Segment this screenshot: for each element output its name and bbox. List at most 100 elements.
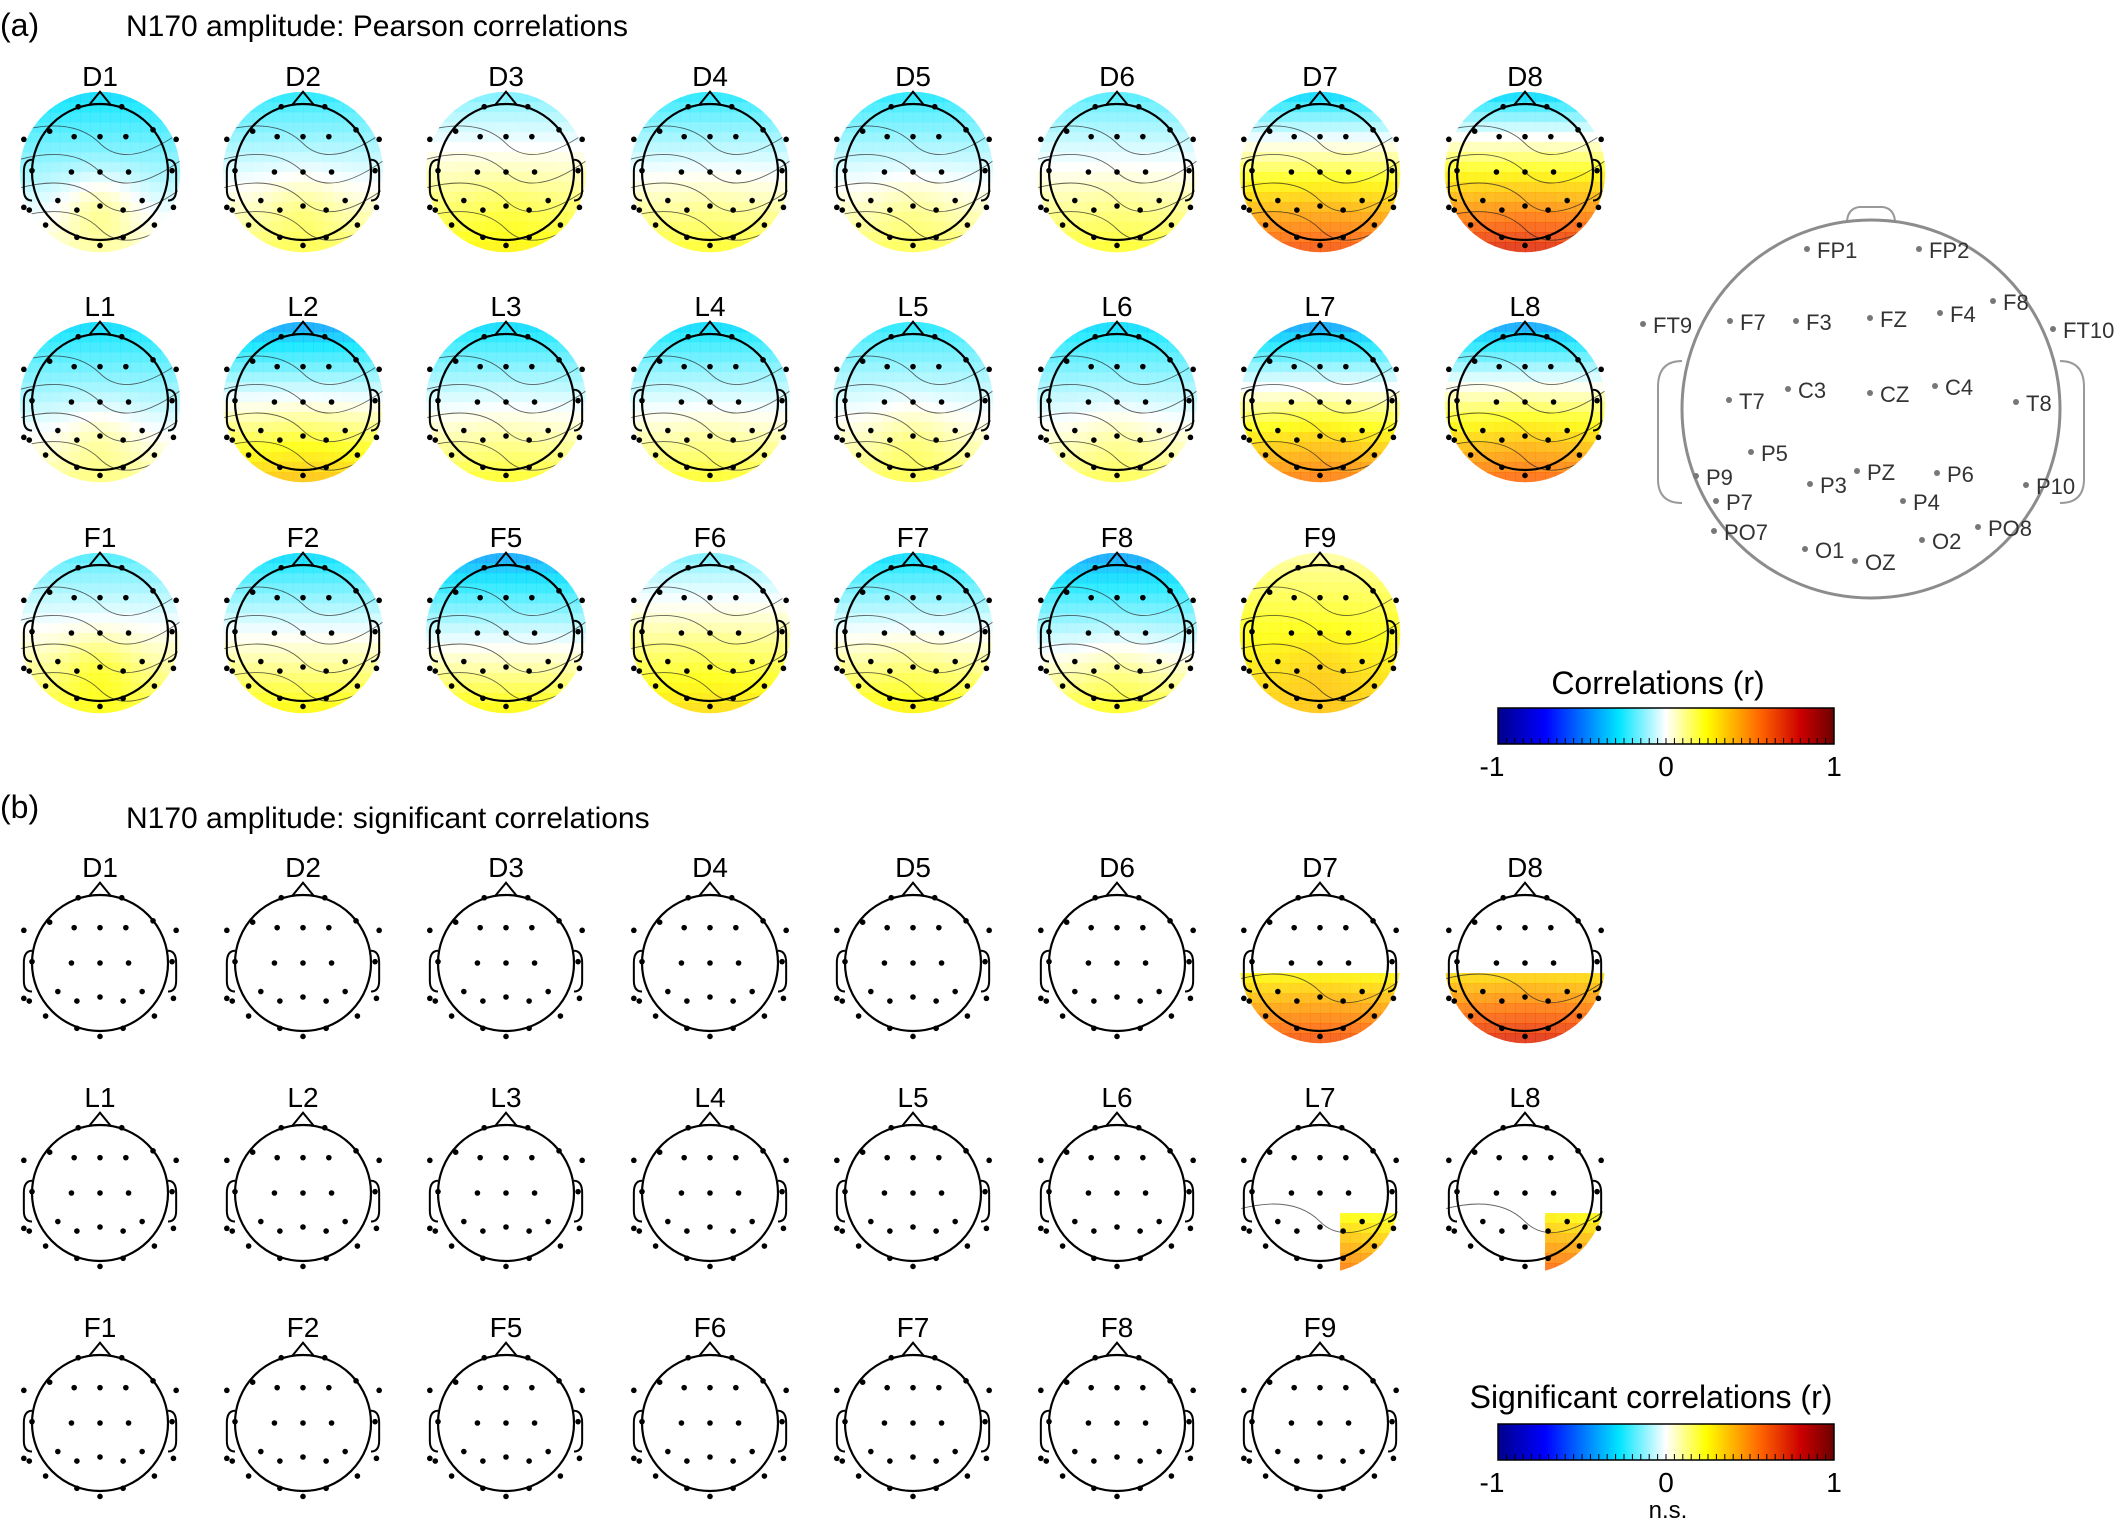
layout-electrode-c4: C4 xyxy=(1945,375,1973,400)
topomap-label: D8 xyxy=(1507,852,1543,883)
colorbar-significant-title: Significant correlations (r) xyxy=(1470,1379,1833,1415)
layout-electrode-po7: PO7 xyxy=(1724,520,1768,545)
topomap-label: L6 xyxy=(1101,291,1132,322)
topomap-significant-l2: L2 xyxy=(224,1082,382,1270)
colorbar-significant: Significant correlations (r) -1 0 1 n.s. xyxy=(1470,1379,1842,1524)
topomap-significant-d3: D3 xyxy=(427,852,585,1040)
topomap-label: L4 xyxy=(694,1082,725,1113)
colorbar-pearson-title: Correlations (r) xyxy=(1551,665,1764,701)
colorbar-significant-tick-min: -1 xyxy=(1480,1467,1505,1498)
topomap-significant-l7: L7 xyxy=(1239,1082,1401,1274)
topomap-pearson-f1: F1 xyxy=(19,522,181,714)
topomap-label: L8 xyxy=(1509,291,1540,322)
colorbar-significant-tick-mid: 0 xyxy=(1658,1467,1674,1498)
layout-electrode-p3: P3 xyxy=(1820,473,1847,498)
topomap-label: F7 xyxy=(897,1312,930,1343)
colorbar-pearson: Correlations (r) -1 0 1 xyxy=(1480,665,1842,782)
topomap-pearson-f7: F7 xyxy=(832,522,994,714)
topomap-label: L5 xyxy=(897,1082,928,1113)
topomap-pearson-d2: D2 xyxy=(222,61,384,253)
topomap-pearson-d8: D8 xyxy=(1444,61,1606,253)
topomap-label: F8 xyxy=(1101,1312,1134,1343)
topomap-label: D7 xyxy=(1302,61,1338,92)
topomap-significant-d1: D1 xyxy=(21,852,179,1040)
topomap-significant-d4: D4 xyxy=(631,852,789,1040)
topomap-significant-d7: D7 xyxy=(1239,852,1401,1044)
topomap-label: F7 xyxy=(897,522,930,553)
topomap-label: F6 xyxy=(694,522,727,553)
topomap-pearson-d7: D7 xyxy=(1239,61,1401,253)
topomap-label: F2 xyxy=(287,522,320,553)
layout-electrode-po8: PO8 xyxy=(1988,516,2032,541)
layout-electrode-t7: T7 xyxy=(1739,389,1765,414)
topomap-significant-l3: L3 xyxy=(427,1082,585,1270)
layout-electrode-p7: P7 xyxy=(1726,490,1753,515)
topomap-significant-f5: F5 xyxy=(427,1312,585,1500)
colorbar-pearson-tick-min: -1 xyxy=(1480,751,1505,782)
topomap-pearson-d1: D1 xyxy=(19,61,181,253)
colorbar-significant-ns-label: n.s. xyxy=(1649,1497,1688,1524)
topomap-label: L8 xyxy=(1509,1082,1540,1113)
topomap-label: L2 xyxy=(287,291,318,322)
layout-head-outline xyxy=(1680,218,2062,600)
topomap-pearson-l4: L4 xyxy=(629,291,791,483)
topomap-label: D1 xyxy=(82,852,118,883)
topomap-label: L5 xyxy=(897,291,928,322)
topomap-label: F8 xyxy=(1101,522,1134,553)
topomap-label: F5 xyxy=(490,522,523,553)
layout-electrode-fp1: FP1 xyxy=(1817,238,1857,263)
topomap-label: L3 xyxy=(490,291,521,322)
topomap-label: F9 xyxy=(1304,1312,1337,1343)
layout-electrode-ft9: FT9 xyxy=(1653,313,1692,338)
layout-electrode-o2: O2 xyxy=(1932,529,1961,554)
topomap-significant-l4: L4 xyxy=(631,1082,789,1270)
layout-electrode-p5: P5 xyxy=(1761,441,1788,466)
topomap-significant-l6: L6 xyxy=(1038,1082,1196,1270)
topomap-label: F5 xyxy=(490,1312,523,1343)
topomap-label: D3 xyxy=(488,852,524,883)
topomap-label: L2 xyxy=(287,1082,318,1113)
topomap-label: D8 xyxy=(1507,61,1543,92)
layout-electrode-fp2: FP2 xyxy=(1929,238,1969,263)
topomap-pearson-l1: L1 xyxy=(19,291,181,483)
topomap-label: F1 xyxy=(84,1312,117,1343)
topomap-label: L6 xyxy=(1101,1082,1132,1113)
layout-electrode-p6: P6 xyxy=(1947,462,1974,487)
topomap-pearson-f6: F6 xyxy=(629,522,791,714)
topomap-label: F1 xyxy=(84,522,117,553)
topomap-label: L7 xyxy=(1304,1082,1335,1113)
panel-a-label: (a) xyxy=(0,7,39,43)
topomap-label: D2 xyxy=(285,61,321,92)
layout-electrode-f7: F7 xyxy=(1740,310,1766,335)
topomap-significant-d5: D5 xyxy=(834,852,992,1040)
layout-electrode-t8: T8 xyxy=(2026,391,2052,416)
colorbar-pearson-tick-max: 1 xyxy=(1826,751,1842,782)
layout-electrode-c3: C3 xyxy=(1798,378,1826,403)
topomap-pearson-l6: L6 xyxy=(1036,291,1198,483)
layout-electrode-p4: P4 xyxy=(1913,490,1940,515)
colorbar-significant-tick-max: 1 xyxy=(1826,1467,1842,1498)
topomap-label: D4 xyxy=(692,852,728,883)
layout-electrode-fz: FZ xyxy=(1880,307,1907,332)
layout-electrode-cz: CZ xyxy=(1880,382,1909,407)
topomap-label: F2 xyxy=(287,1312,320,1343)
topomap-significant-d6: D6 xyxy=(1038,852,1196,1040)
topomap-label: D6 xyxy=(1099,61,1135,92)
topomap-pearson-l2: L2 xyxy=(222,291,384,483)
topomap-label: L1 xyxy=(84,291,115,322)
topomap-label: D4 xyxy=(692,61,728,92)
layout-electrode-p9: P9 xyxy=(1706,465,1733,490)
panel-a-title: N170 amplitude: Pearson correlations xyxy=(126,10,628,43)
topomap-significant-f6: F6 xyxy=(631,1312,789,1500)
layout-electrode-f8: F8 xyxy=(2003,290,2029,315)
topomap-significant-f8: F8 xyxy=(1038,1312,1196,1500)
topomap-significant-f7: F7 xyxy=(834,1312,992,1500)
topomap-pearson-l7: L7 xyxy=(1239,291,1401,483)
topomap-label: D5 xyxy=(895,852,931,883)
layout-electrode-pz: PZ xyxy=(1867,460,1895,485)
layout-electrode-oz: OZ xyxy=(1865,550,1896,575)
layout-electrode-p10: P10 xyxy=(2036,474,2075,499)
topomap-pearson-f9: F9 xyxy=(1239,522,1401,714)
topomap-pearson-d5: D5 xyxy=(832,61,994,253)
topomap-label: F6 xyxy=(694,1312,727,1343)
